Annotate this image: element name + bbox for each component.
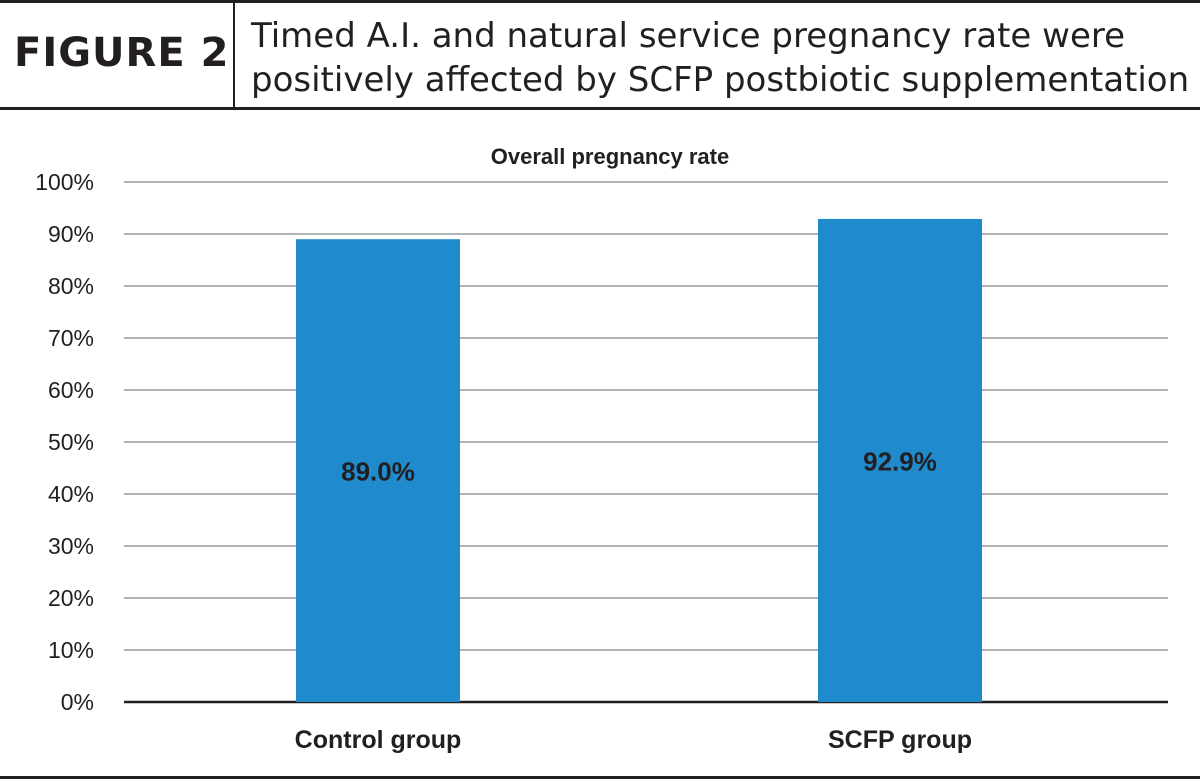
y-tick-label: 100% xyxy=(35,169,94,195)
bar-2 xyxy=(818,218,982,703)
y-tick-label: 10% xyxy=(48,637,94,663)
chart-title: Overall pregnancy rate xyxy=(491,144,729,169)
x-axis-tick-labels: Control group SCFP group xyxy=(295,726,972,754)
data-labels: 89.0% 92.9% xyxy=(341,446,937,486)
bar-chart: 0% 10% 20% 30% 40% 50% 60% 70% 80% 90% 100% 89.0% 9… xyxy=(35,144,1168,754)
figure-header: FIGURE 2 Timed A.I. and natural service … xyxy=(0,0,1200,110)
x-tick-label: Control group xyxy=(295,726,462,754)
x-tick-label: SCFP group xyxy=(828,726,972,754)
y-tick-label: 80% xyxy=(48,273,94,299)
figure-title-line-2: positively affected by SCFP postbiotic s… xyxy=(251,60,1190,100)
bar-1 xyxy=(296,239,460,702)
y-axis-tick-labels: 0% 10% 20% 30% 40% 50% 60% 70% 80% 90% 100% xyxy=(35,169,94,715)
y-tick-label: 20% xyxy=(48,585,94,611)
header-top-rule xyxy=(0,0,1200,3)
header-bottom-rule xyxy=(0,107,1200,110)
y-tick-label: 90% xyxy=(48,221,94,247)
data-label-2: 92.9% xyxy=(863,446,937,476)
bars xyxy=(296,218,982,703)
y-tick-label: 70% xyxy=(48,325,94,351)
y-tick-label: 50% xyxy=(48,429,94,455)
y-tick-label: 30% xyxy=(48,533,94,559)
y-tick-label: 40% xyxy=(48,481,94,507)
y-tick-label: 0% xyxy=(61,689,94,715)
figure-title: Timed A.I. and natural service pregnancy… xyxy=(251,14,1191,102)
gridlines xyxy=(124,181,1168,704)
y-tick-label: 60% xyxy=(48,377,94,403)
figure-label: FIGURE 2 xyxy=(14,30,230,76)
header-divider xyxy=(233,3,235,107)
footer-rule xyxy=(0,776,1200,779)
figure-title-line-1: Timed A.I. and natural service pregnancy… xyxy=(251,16,1126,56)
data-label-1: 89.0% xyxy=(341,457,415,487)
